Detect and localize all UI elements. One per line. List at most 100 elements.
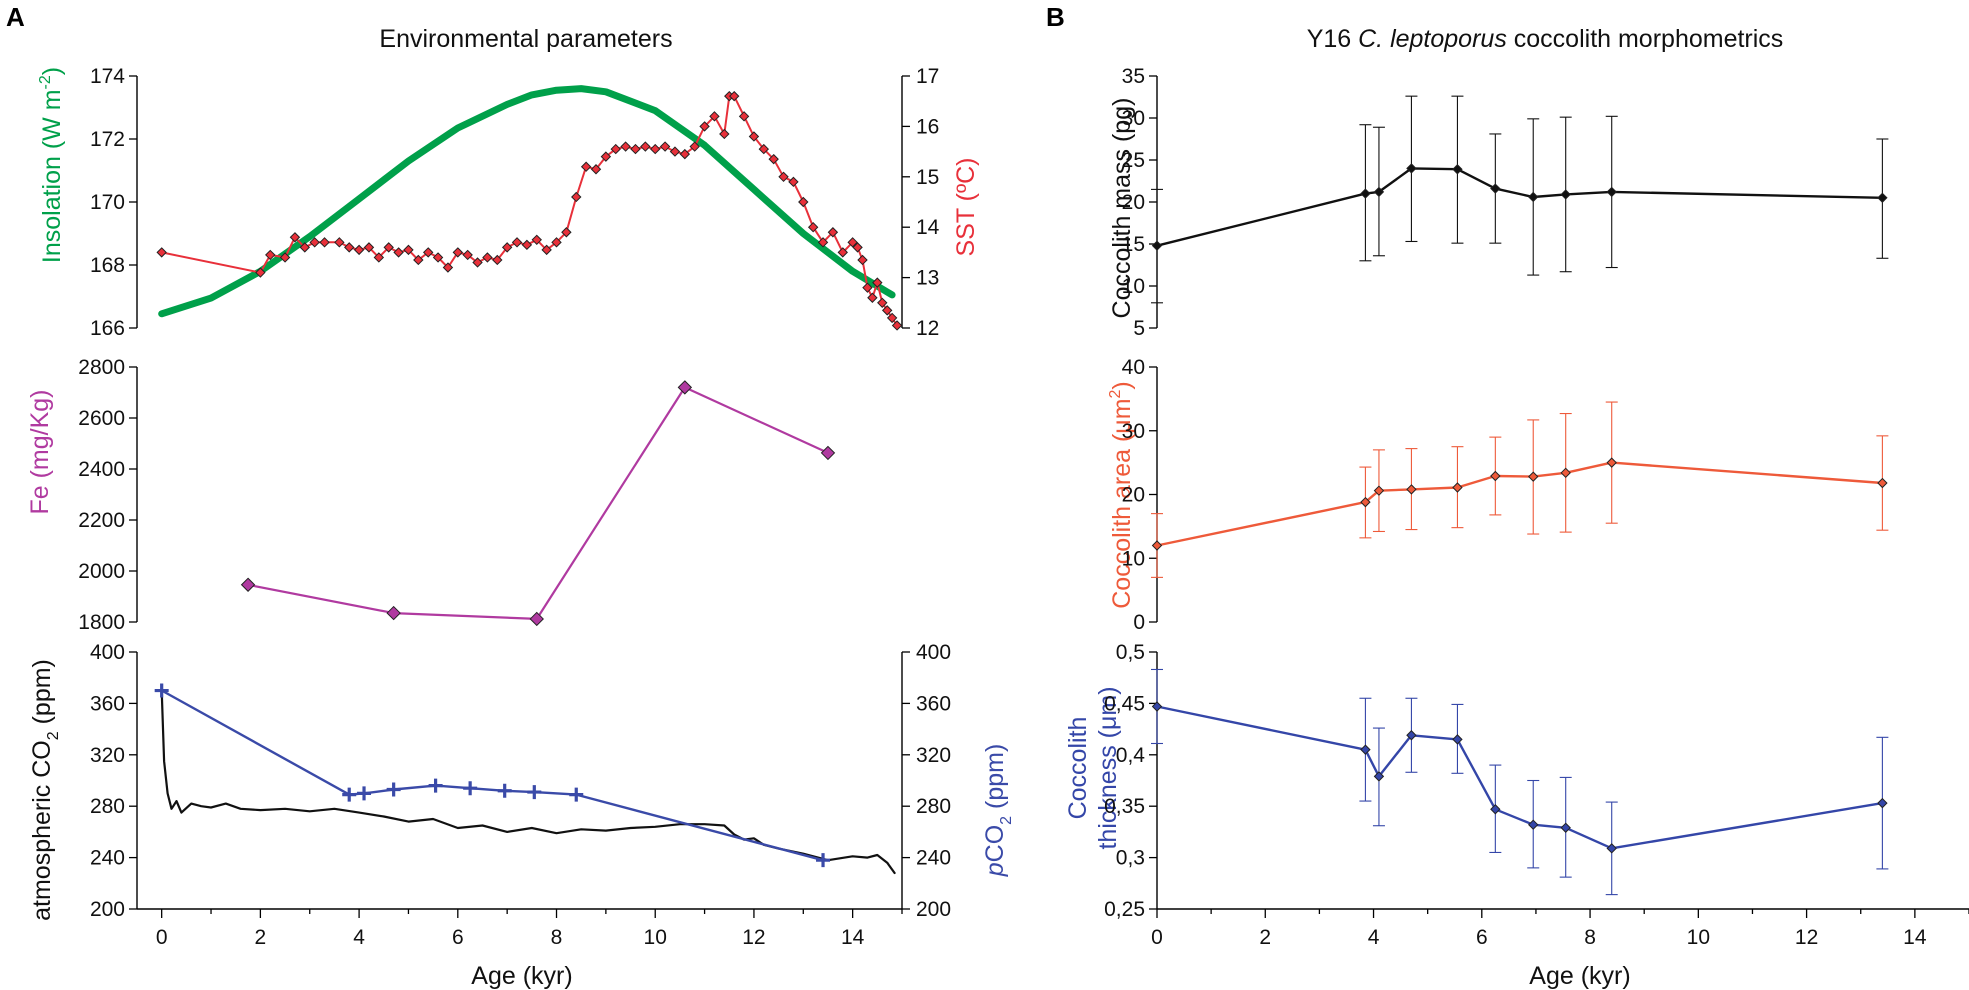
sst-point — [541, 244, 552, 256]
co2-x-tick-label: 0 — [156, 926, 168, 949]
sst-point — [768, 153, 779, 165]
sst-point — [798, 196, 809, 208]
thickness-point — [1877, 797, 1888, 809]
sst-point — [413, 254, 424, 266]
area-point — [1490, 470, 1501, 482]
thickness-point — [1406, 730, 1417, 741]
thickness-point — [1360, 744, 1371, 755]
pco2-tick-label: 280 — [916, 795, 951, 818]
atm-co2-tick-label: 400 — [90, 641, 125, 664]
mass-tick-label: 20 — [1122, 191, 1145, 214]
sst-point — [862, 282, 873, 293]
sst-point — [620, 141, 631, 152]
pco2-point — [154, 683, 169, 698]
insolation-tick-label: 174 — [90, 65, 125, 88]
pco2-tick-label: 240 — [916, 847, 951, 870]
sst-point — [492, 254, 503, 266]
thickness-x-tick-label: 8 — [1584, 926, 1596, 949]
thickness-point — [1490, 804, 1501, 815]
sst-point — [817, 237, 829, 248]
sst-axis-label: SST (ºC) — [952, 158, 980, 257]
sst-point — [373, 252, 385, 263]
sst-point — [403, 244, 414, 256]
pco2-tick-label: 360 — [916, 692, 951, 715]
area-tick-label: 30 — [1122, 420, 1145, 443]
thickness-x-tick-label: 0 — [1151, 926, 1163, 949]
thickness-point — [1373, 771, 1385, 782]
sst-point — [788, 176, 799, 188]
sst-point — [299, 242, 311, 253]
sst-point — [551, 237, 562, 248]
mass-point — [1373, 186, 1385, 198]
sst-point — [462, 249, 473, 261]
sst-point — [482, 252, 493, 263]
sst-point — [265, 249, 276, 261]
sst-point — [571, 191, 582, 203]
mass-point — [1452, 164, 1463, 175]
sst-tick-label: 14 — [916, 216, 940, 239]
sst-point — [728, 90, 740, 102]
area-point — [1151, 540, 1163, 551]
right-title: Y16 C. leptoporus coccolith morphometric… — [1307, 25, 1784, 53]
fe-point — [240, 577, 256, 592]
sst-point — [383, 242, 394, 253]
atm-co2-tick-label: 240 — [90, 847, 125, 870]
area-tick-label: 20 — [1122, 484, 1145, 507]
sst-point — [344, 242, 355, 253]
pco2-point — [463, 781, 478, 796]
left-title: Environmental parameters — [379, 25, 672, 53]
insolation-tick-label: 172 — [90, 128, 125, 151]
fe-point — [529, 611, 544, 627]
sst-point — [758, 143, 770, 155]
mass-point — [1406, 163, 1417, 174]
co2-x-tick-label: 12 — [742, 926, 765, 949]
area-tick-label: 10 — [1122, 547, 1145, 570]
sst-point — [561, 227, 572, 238]
x-axis-label-right: Age (kyr) — [1529, 962, 1630, 990]
thickness-tick-label: 0,45 — [1104, 692, 1145, 715]
atm-co2-tick-label: 280 — [90, 795, 125, 818]
sst-point — [521, 239, 533, 251]
pco2-point — [342, 787, 357, 802]
fe-tick-label: 2600 — [78, 407, 125, 430]
fe-tick-label: 1800 — [78, 611, 125, 634]
sst-point — [309, 237, 320, 248]
thickness-x-tick-label: 12 — [1795, 926, 1818, 949]
mass-point — [1490, 183, 1501, 194]
thickness-point — [1151, 701, 1163, 712]
area-point — [1877, 477, 1888, 489]
pco2-point — [816, 853, 831, 868]
sst-tick-label: 15 — [916, 166, 939, 189]
sst-point — [719, 128, 730, 140]
sst-point — [659, 141, 671, 152]
fe-tick-label: 2200 — [78, 509, 125, 532]
area-point — [1606, 457, 1617, 468]
sst-point — [501, 242, 513, 253]
pco2-point — [428, 778, 443, 793]
area-point — [1360, 496, 1371, 508]
fe-tick-label: 2800 — [78, 356, 125, 379]
panel-letter-a: A — [6, 2, 25, 32]
co2-x-tick-label: 2 — [255, 926, 267, 949]
thickness-point — [1528, 819, 1539, 830]
sst-tick-label: 17 — [916, 65, 939, 88]
mass-axis-label: Coccolith mass (pg) — [1108, 98, 1136, 319]
mass-tick-label: 35 — [1122, 65, 1145, 88]
sst-point — [699, 121, 710, 132]
thickness-x-tick-label: 10 — [1687, 926, 1710, 949]
sst-point — [610, 143, 621, 155]
pco2-axis-label: pCO2 (ppm) — [981, 744, 1015, 878]
thickness-point — [1606, 843, 1617, 854]
sst-point — [255, 267, 266, 278]
area-tick-label: 40 — [1122, 356, 1145, 379]
thickness-tick-label: 0,3 — [1116, 847, 1145, 870]
sst-point — [580, 161, 592, 172]
sst-line — [160, 95, 899, 327]
mass-tick-label: 30 — [1122, 107, 1145, 130]
sst-point — [452, 247, 464, 258]
co2-x-tick-label: 6 — [452, 926, 464, 949]
thickness-line — [1155, 705, 1884, 850]
sst-point — [289, 232, 301, 243]
thickness-point — [1560, 822, 1571, 833]
